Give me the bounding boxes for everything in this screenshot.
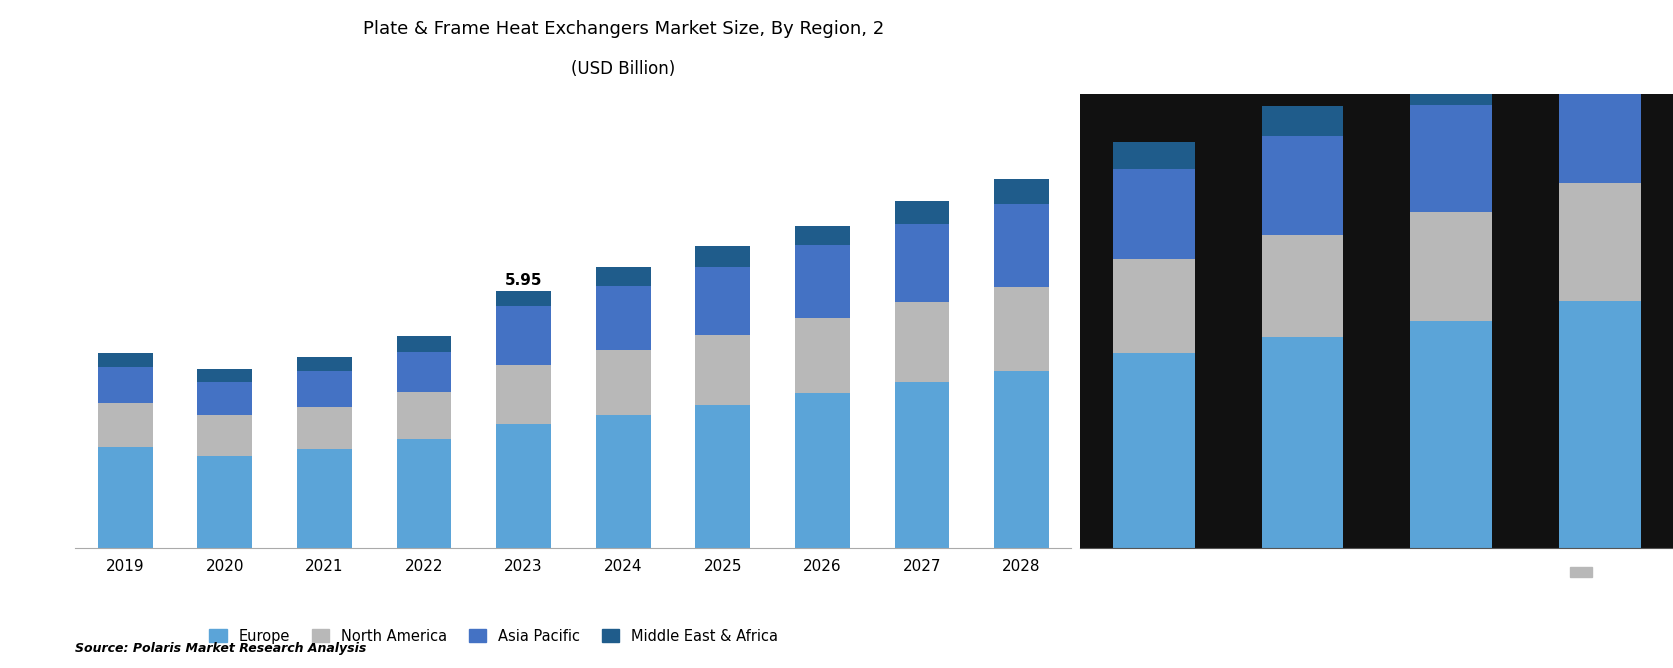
Bar xyxy=(296,449,351,548)
Bar xyxy=(596,415,651,548)
Bar xyxy=(1261,136,1343,235)
Bar xyxy=(397,352,452,392)
Bar xyxy=(1558,301,1640,548)
Bar xyxy=(97,367,152,403)
Bar xyxy=(296,357,351,371)
Bar xyxy=(1409,72,1491,105)
Bar xyxy=(795,245,850,318)
Bar xyxy=(495,291,550,307)
Bar xyxy=(694,267,750,335)
Bar xyxy=(893,201,949,224)
Bar xyxy=(893,382,949,548)
Bar xyxy=(994,204,1049,287)
Bar xyxy=(397,439,452,548)
Bar xyxy=(596,350,651,415)
Bar xyxy=(397,392,452,439)
Bar xyxy=(397,335,452,352)
Bar xyxy=(495,307,550,365)
Text: 5.95: 5.95 xyxy=(505,273,542,288)
Bar xyxy=(97,353,152,367)
Bar xyxy=(197,369,253,381)
Bar xyxy=(893,224,949,302)
Bar xyxy=(795,226,850,245)
Bar xyxy=(197,456,253,548)
Bar xyxy=(1409,321,1491,548)
Bar xyxy=(495,365,550,424)
Bar xyxy=(1113,353,1195,548)
Bar xyxy=(596,267,651,287)
Bar xyxy=(1113,259,1195,353)
Legend: Europe, North America, Asia Pacific, Middle East & Africa: Europe, North America, Asia Pacific, Mid… xyxy=(204,623,783,649)
Bar xyxy=(1409,105,1491,212)
Bar xyxy=(694,405,750,548)
Bar xyxy=(994,179,1049,204)
Bar xyxy=(1261,337,1343,548)
Bar xyxy=(694,335,750,405)
Bar xyxy=(1261,235,1343,337)
Bar xyxy=(893,302,949,382)
Bar xyxy=(994,287,1049,371)
Bar xyxy=(197,381,253,415)
Bar xyxy=(795,318,850,393)
Bar xyxy=(795,393,850,548)
Text: Source: Polaris Market Research Analysis: Source: Polaris Market Research Analysis xyxy=(75,642,366,655)
Bar xyxy=(197,415,253,456)
Bar xyxy=(694,246,750,267)
Bar xyxy=(1558,31,1640,66)
Bar xyxy=(1569,567,1591,577)
Bar xyxy=(495,424,550,548)
Bar xyxy=(1558,183,1640,301)
Bar xyxy=(97,403,152,447)
Text: Plate & Frame Heat Exchangers Market Size, By Region, 2: Plate & Frame Heat Exchangers Market Siz… xyxy=(363,20,883,38)
Bar xyxy=(1113,170,1195,259)
Bar xyxy=(596,287,651,350)
Bar xyxy=(994,371,1049,548)
Bar xyxy=(1409,212,1491,321)
Bar xyxy=(97,447,152,548)
Text: (USD Billion): (USD Billion) xyxy=(570,60,674,78)
Bar xyxy=(1558,66,1640,183)
Bar xyxy=(1261,106,1343,136)
Bar xyxy=(296,407,351,449)
Bar xyxy=(296,371,351,407)
Bar xyxy=(1113,142,1195,170)
